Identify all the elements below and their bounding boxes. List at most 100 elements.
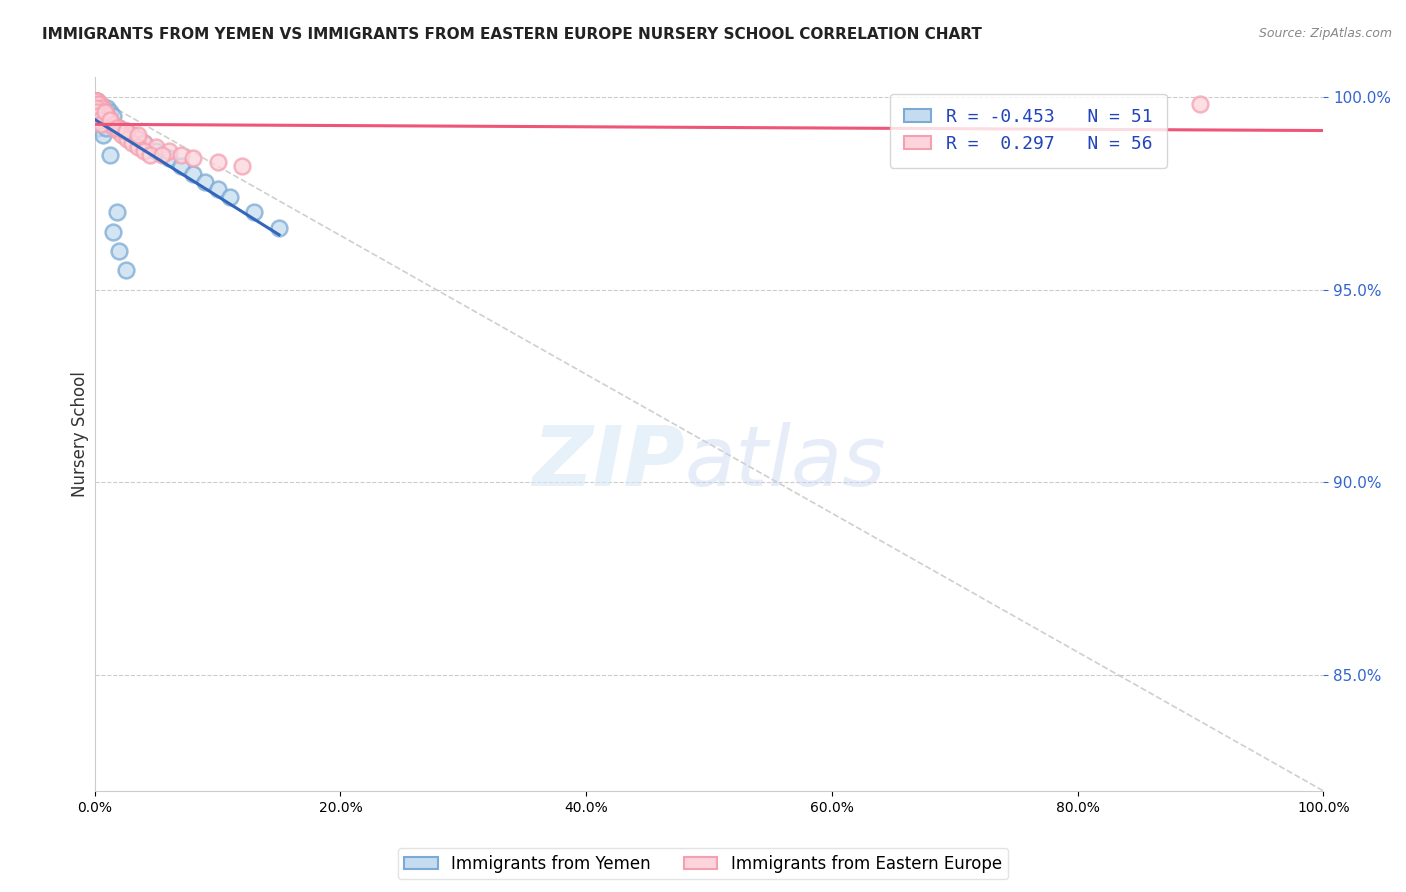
Point [89,97,111,112]
Point [94,109,117,123]
Point [86,97,108,112]
Point [93,105,115,120]
Point [86,94,108,108]
Point [86,97,108,112]
Point [97,112,120,127]
Point [86,94,108,108]
Point [127,132,149,146]
Point [89,112,111,127]
Point [105,120,128,135]
Point [157,144,180,158]
Point [98,112,121,127]
Point [87,97,110,112]
Point [86,117,108,131]
Point [108,244,131,258]
Point [267,220,290,235]
Point [94,120,117,135]
Point [100,117,122,131]
Point [121,136,143,150]
Point [84,97,107,112]
Point [105,205,128,219]
Point [93,105,115,120]
Point [90,101,112,115]
Point [103,120,125,135]
Point [121,128,143,143]
Point [96,109,118,123]
Point [90,101,112,115]
Point [114,263,136,277]
Point [84,94,107,108]
Point [87,112,110,127]
Point [89,97,111,112]
Point [243,205,266,219]
Text: IMMIGRANTS FROM YEMEN VS IMMIGRANTS FROM EASTERN EUROPE NURSERY SCHOOL CORRELATI: IMMIGRANTS FROM YEMEN VS IMMIGRANTS FROM… [42,27,981,42]
Point [107,124,129,138]
Point [219,190,242,204]
Point [87,97,110,112]
Point [132,144,155,158]
Point [145,140,167,154]
Point [1189,97,1212,112]
Point [98,112,121,127]
Point [84,109,107,123]
Point [90,101,112,115]
Point [98,147,121,161]
Point [87,109,110,123]
Point [127,132,149,146]
Point [103,109,125,123]
Point [114,124,136,138]
Point [89,105,111,120]
Point [127,128,149,143]
Point [114,124,136,138]
Point [96,112,118,127]
Point [91,101,114,115]
Point [157,152,180,166]
Point [96,101,118,115]
Point [84,101,107,115]
Point [84,94,107,108]
Point [84,94,107,108]
Point [96,109,118,123]
Point [93,128,115,143]
Point [87,101,110,115]
Point [86,105,108,120]
Point [181,152,204,166]
Point [207,182,229,196]
Point [150,147,173,161]
Point [132,136,155,150]
Point [103,225,125,239]
Point [89,109,111,123]
Point [89,109,111,123]
Point [93,105,115,120]
Point [121,128,143,143]
Point [194,175,217,189]
Legend: R = -0.453   N = 51, R =  0.297   N = 56: R = -0.453 N = 51, R = 0.297 N = 56 [890,94,1167,168]
Legend: Immigrants from Yemen, Immigrants from Eastern Europe: Immigrants from Yemen, Immigrants from E… [398,848,1008,880]
Point [139,147,162,161]
Point [115,132,138,146]
Point [86,94,108,108]
Text: atlas: atlas [685,422,886,503]
Point [90,117,112,131]
Point [111,128,134,143]
Text: ZIP: ZIP [531,422,685,503]
Point [127,140,149,154]
Point [86,97,108,112]
Point [108,120,131,135]
Point [101,117,124,131]
Point [181,167,204,181]
Point [108,120,131,135]
Point [103,117,125,131]
Point [90,112,112,127]
Point [90,101,112,115]
Point [114,124,136,138]
Point [91,101,114,115]
Point [91,101,114,115]
Point [170,159,193,173]
Point [87,97,110,112]
Point [87,101,110,115]
Point [207,155,229,169]
Point [93,105,115,120]
Point [145,144,167,158]
Point [231,159,253,173]
